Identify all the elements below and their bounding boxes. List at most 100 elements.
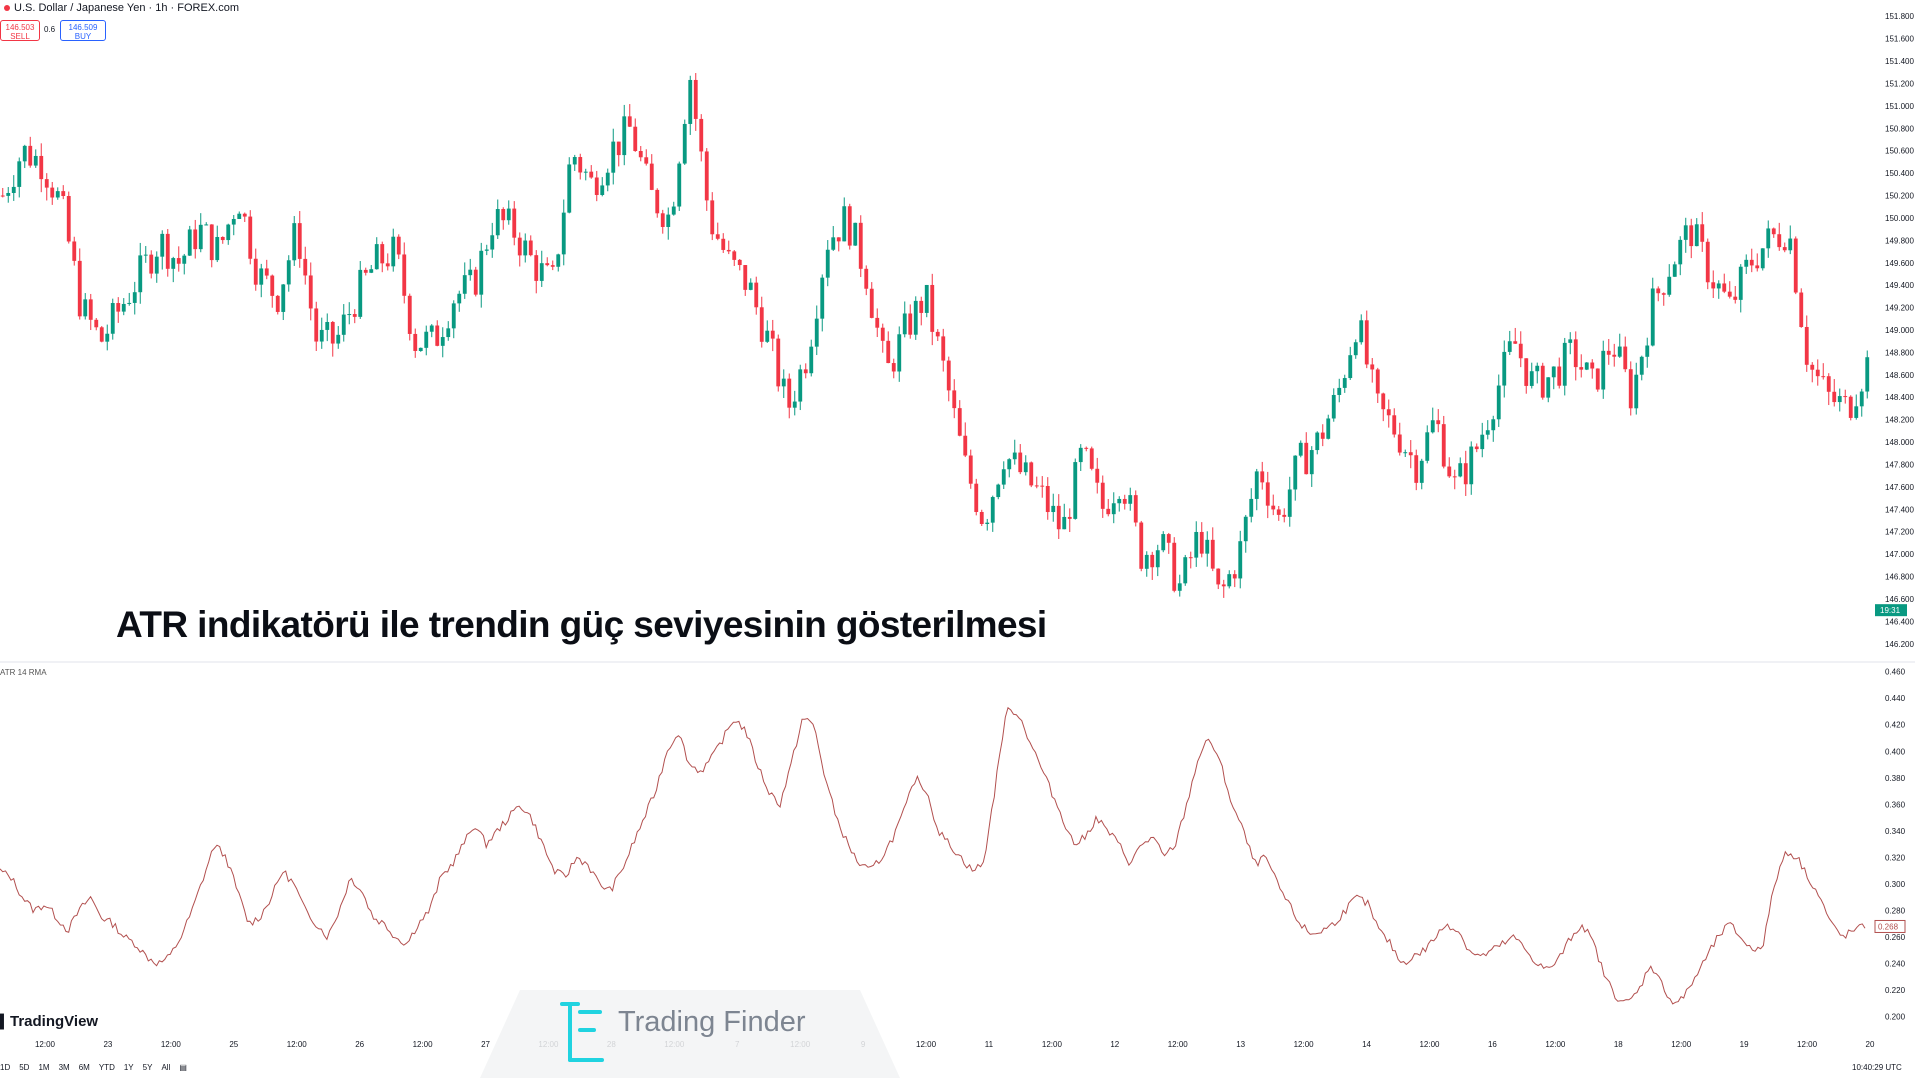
candle-body bbox=[363, 269, 368, 273]
symbol-title[interactable]: U.S. Dollar / Japanese Yen · 1h · FOREX.… bbox=[4, 2, 239, 14]
buy-price: 146.509 bbox=[68, 23, 98, 32]
time-axis-label: 12:00 bbox=[1294, 1040, 1315, 1049]
price-axis-label: 147.200 bbox=[1885, 528, 1914, 537]
candle-body bbox=[352, 314, 357, 317]
price-axis-label: 150.200 bbox=[1885, 192, 1914, 201]
candle-body bbox=[671, 206, 676, 215]
range-6m[interactable]: 6M bbox=[78, 1063, 90, 1072]
candle-body bbox=[616, 141, 621, 156]
candle-body bbox=[875, 317, 880, 328]
candle-body bbox=[1282, 514, 1287, 517]
candle-body bbox=[1551, 366, 1556, 378]
candle-body bbox=[110, 303, 115, 334]
candle-body bbox=[1821, 376, 1826, 378]
buy-button[interactable]: 146.509 BUY bbox=[60, 20, 106, 41]
candle-body bbox=[539, 263, 544, 281]
candle-body bbox=[534, 255, 539, 281]
candle-body bbox=[902, 313, 907, 335]
sell-button[interactable]: 146.503 SELL bbox=[0, 20, 40, 41]
candle-body bbox=[226, 224, 231, 241]
tradingview-logo[interactable]: ▍TradingView bbox=[0, 1013, 98, 1030]
candle-body bbox=[66, 196, 71, 242]
calendar-icon[interactable]: ▤ bbox=[179, 1063, 187, 1072]
utc-clock[interactable]: 10:40:29 UTC bbox=[1852, 1063, 1902, 1072]
candle-body bbox=[1843, 396, 1848, 398]
candle-body bbox=[1623, 346, 1628, 370]
candle-body bbox=[561, 212, 566, 255]
candle-body bbox=[1738, 266, 1743, 300]
candle-body bbox=[622, 116, 627, 156]
candle-body bbox=[1854, 406, 1859, 418]
candle-body bbox=[831, 237, 836, 250]
candle-body bbox=[50, 187, 55, 198]
price-axis-label: 146.400 bbox=[1885, 617, 1914, 626]
atr-axis-label: 0.380 bbox=[1885, 774, 1906, 783]
candle-body bbox=[1744, 259, 1749, 267]
candle-body bbox=[1810, 364, 1815, 370]
price-axis-label: 146.200 bbox=[1885, 640, 1914, 649]
candle-body bbox=[1425, 432, 1430, 461]
price-axis-label: 148.000 bbox=[1885, 438, 1914, 447]
candle-body bbox=[286, 260, 291, 285]
candle-body bbox=[1755, 265, 1760, 269]
candle-body bbox=[1414, 455, 1419, 483]
candle-body bbox=[1469, 446, 1474, 485]
candle-body bbox=[1727, 291, 1732, 297]
candle-body bbox=[759, 307, 764, 342]
candle-body bbox=[644, 157, 649, 164]
range-all[interactable]: All bbox=[161, 1063, 171, 1072]
candle-body bbox=[649, 163, 654, 190]
candle-body bbox=[556, 254, 561, 267]
range-5d[interactable]: 5D bbox=[19, 1063, 30, 1072]
candle-body bbox=[748, 282, 753, 290]
candle-body bbox=[699, 118, 704, 152]
indicator-label[interactable]: ATR 14 RMA bbox=[0, 668, 47, 677]
candle-body bbox=[6, 192, 11, 196]
candle-body bbox=[77, 260, 82, 317]
candle-body bbox=[1298, 442, 1303, 456]
price-axis-label: 147.000 bbox=[1885, 550, 1914, 559]
candle-body bbox=[572, 157, 577, 165]
candle-body bbox=[1304, 442, 1309, 475]
candle-body bbox=[1436, 420, 1441, 425]
candle-body bbox=[737, 259, 742, 266]
candle-body bbox=[1793, 238, 1798, 293]
candle-body bbox=[754, 282, 759, 308]
price-axis-label: 148.600 bbox=[1885, 371, 1914, 380]
candle-body bbox=[165, 233, 170, 269]
candle-body bbox=[1133, 495, 1138, 523]
range-1m[interactable]: 1M bbox=[38, 1063, 50, 1072]
candle-body bbox=[589, 171, 594, 178]
candle-body bbox=[853, 222, 858, 246]
candle-body bbox=[1177, 583, 1182, 591]
candle-body bbox=[341, 314, 346, 335]
range-3m[interactable]: 3M bbox=[58, 1063, 70, 1072]
candle-body bbox=[1595, 368, 1600, 390]
candle-body bbox=[506, 208, 511, 221]
range-1d[interactable]: 1D bbox=[0, 1063, 11, 1072]
candle-body bbox=[1370, 364, 1375, 370]
candle-body bbox=[1331, 394, 1336, 419]
time-axis-label: 12:00 bbox=[161, 1040, 182, 1049]
candle-body bbox=[1381, 393, 1386, 410]
candle-body bbox=[715, 234, 720, 239]
candle-body bbox=[1590, 362, 1595, 369]
range-5y[interactable]: 5Y bbox=[142, 1063, 153, 1072]
range-ytd[interactable]: YTD bbox=[98, 1063, 115, 1072]
candle-body bbox=[842, 206, 847, 242]
candle-body bbox=[187, 229, 192, 256]
time-axis-label: 12:00 bbox=[1545, 1040, 1566, 1049]
candle-body bbox=[149, 254, 154, 274]
candle-body bbox=[220, 236, 225, 241]
candle-body bbox=[143, 254, 148, 256]
candle-body bbox=[1012, 452, 1017, 460]
candle-body bbox=[1546, 377, 1551, 398]
range-1y[interactable]: 1Y bbox=[123, 1063, 134, 1072]
candle-body bbox=[237, 213, 242, 219]
candle-body bbox=[248, 216, 253, 259]
candle-body bbox=[1700, 224, 1705, 242]
candle-body bbox=[314, 308, 319, 342]
candle-body bbox=[814, 318, 819, 347]
candle-body bbox=[1337, 387, 1342, 395]
